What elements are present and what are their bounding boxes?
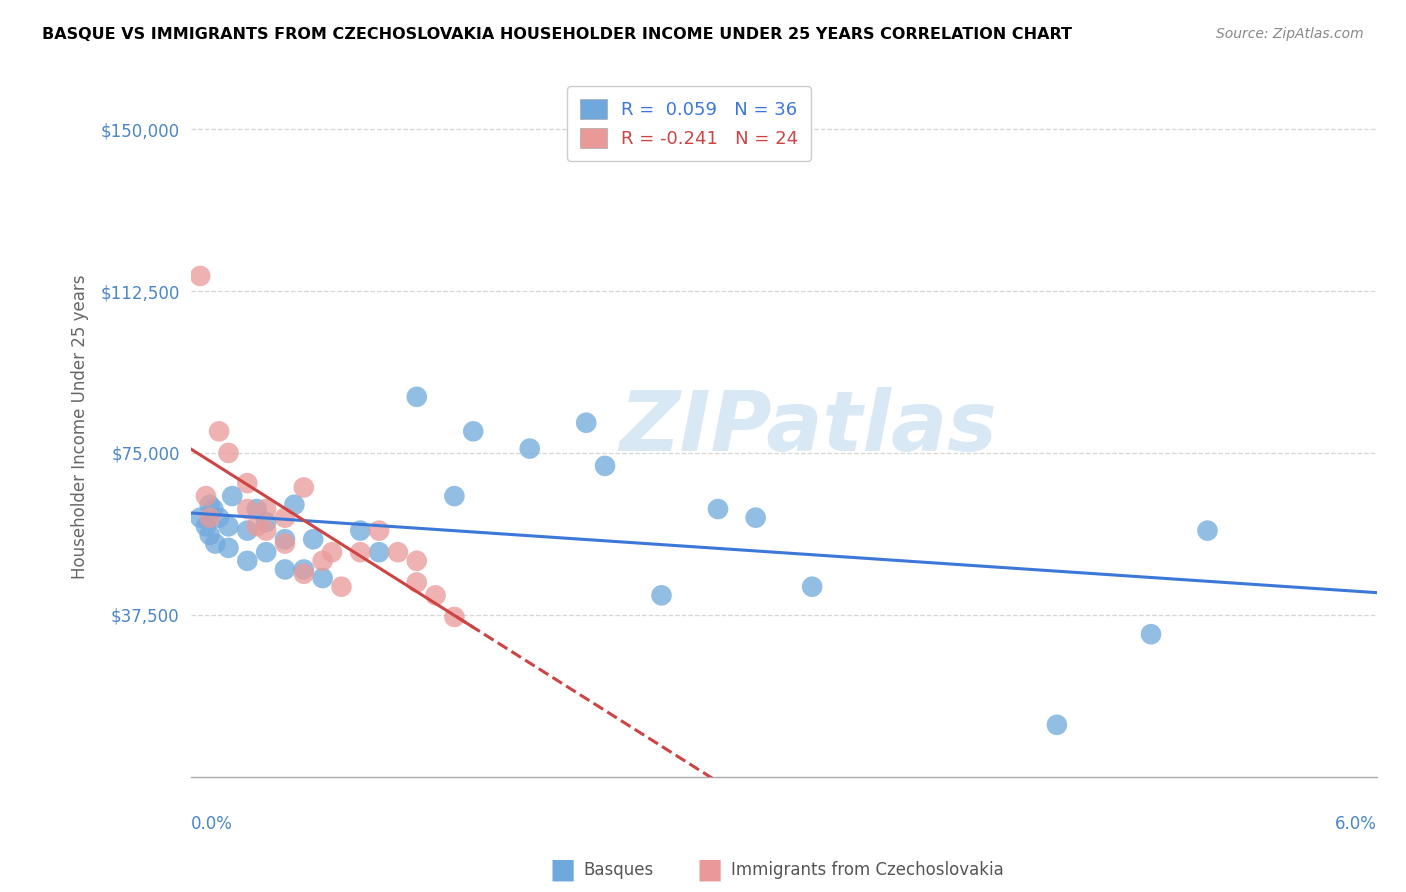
Point	[405, 554, 427, 568]
Point	[218, 519, 240, 533]
Text: Basques: Basques	[583, 861, 654, 879]
Point	[198, 528, 221, 542]
Point	[236, 524, 259, 538]
Text: BASQUE VS IMMIGRANTS FROM CZECHOSLOVAKIA HOUSEHOLDER INCOME UNDER 25 YEARS CORRE: BASQUE VS IMMIGRANTS FROM CZECHOSLOVAKIA…	[42, 27, 1073, 42]
Point	[321, 545, 343, 559]
Text: 0.0%: 0.0%	[191, 815, 233, 833]
Point	[1140, 627, 1163, 641]
Point	[218, 541, 240, 555]
Point	[254, 524, 277, 538]
Point	[274, 510, 297, 524]
Text: ■: ■	[550, 855, 575, 884]
Point	[292, 566, 315, 581]
Point	[274, 536, 297, 550]
Point	[246, 519, 269, 533]
Point	[292, 480, 315, 494]
Point	[202, 502, 225, 516]
Point	[463, 425, 485, 439]
Point	[208, 510, 231, 524]
Point	[302, 533, 325, 547]
Text: Immigrants from Czechoslovakia: Immigrants from Czechoslovakia	[731, 861, 1004, 879]
Point	[188, 268, 211, 283]
Point	[274, 533, 297, 547]
Point	[330, 580, 353, 594]
Point	[405, 390, 427, 404]
Point	[311, 571, 333, 585]
Point	[283, 498, 305, 512]
Point	[236, 502, 259, 516]
Point	[218, 446, 240, 460]
Point	[188, 510, 211, 524]
Text: Source: ZipAtlas.com: Source: ZipAtlas.com	[1216, 27, 1364, 41]
Point	[801, 580, 824, 594]
Point	[744, 510, 766, 524]
Point	[194, 489, 217, 503]
Point	[593, 458, 616, 473]
Point	[198, 510, 221, 524]
Point	[1046, 718, 1069, 732]
Point	[311, 554, 333, 568]
Y-axis label: Householder Income Under 25 years: Householder Income Under 25 years	[72, 275, 89, 579]
Point	[274, 562, 297, 576]
Point	[198, 498, 221, 512]
Point	[236, 554, 259, 568]
Point	[1197, 524, 1219, 538]
Point	[236, 476, 259, 491]
Point	[443, 610, 465, 624]
Point	[650, 588, 672, 602]
Point	[387, 545, 409, 559]
Point	[254, 545, 277, 559]
Point	[194, 519, 217, 533]
Point	[349, 524, 371, 538]
Text: ■: ■	[697, 855, 723, 884]
Point	[519, 442, 541, 456]
Point	[707, 502, 730, 516]
Point	[575, 416, 598, 430]
Point	[254, 515, 277, 529]
Point	[254, 502, 277, 516]
Point	[208, 425, 231, 439]
Point	[221, 489, 243, 503]
Point	[246, 502, 269, 516]
Point	[443, 489, 465, 503]
Point	[368, 545, 391, 559]
Point	[292, 562, 315, 576]
Point	[425, 588, 447, 602]
Legend: R =  0.059   N = 36, R = -0.241   N = 24: R = 0.059 N = 36, R = -0.241 N = 24	[567, 87, 811, 161]
Text: ZIPatlas: ZIPatlas	[619, 386, 997, 467]
Point	[204, 536, 226, 550]
Text: 6.0%: 6.0%	[1336, 815, 1376, 833]
Point	[405, 575, 427, 590]
Point	[349, 545, 371, 559]
Point	[368, 524, 391, 538]
